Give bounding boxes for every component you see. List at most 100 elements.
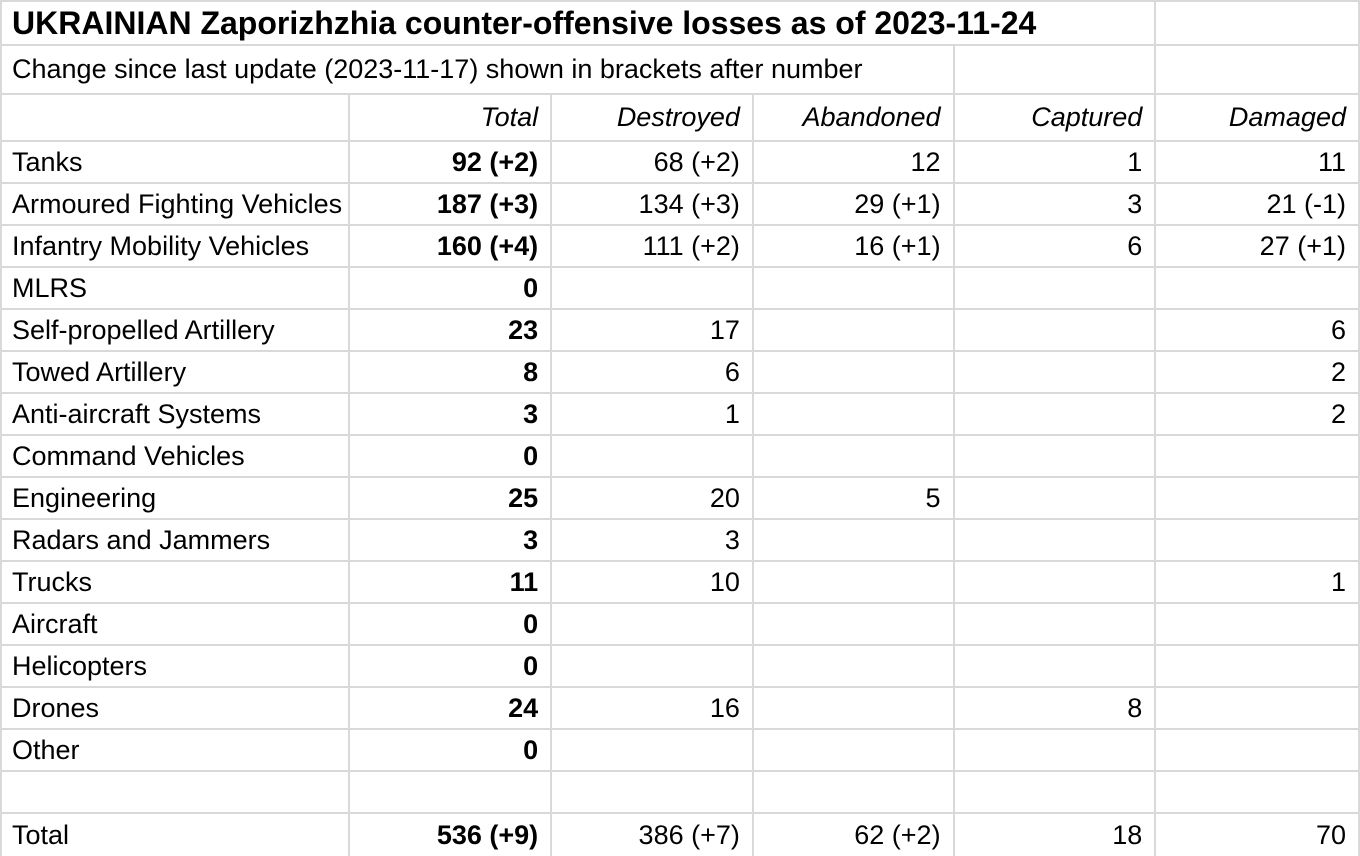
cell-total[interactable]: 3 — [350, 394, 553, 436]
cell-destroyed[interactable]: 3 — [552, 520, 754, 562]
cell-total[interactable]: 11 — [350, 562, 553, 604]
cell-captured[interactable] — [954, 352, 1157, 394]
cell-damaged[interactable] — [1156, 646, 1360, 688]
cell-destroyed[interactable]: 20 — [552, 478, 754, 520]
cell-damaged[interactable]: 11 — [1156, 142, 1360, 184]
cell-damaged[interactable]: 70 — [1156, 814, 1360, 856]
cell-damaged[interactable] — [1156, 604, 1360, 646]
cell-total[interactable]: 0 — [350, 604, 553, 646]
cell-category[interactable]: Other — [2, 730, 351, 772]
cell-abandoned[interactable] — [753, 394, 955, 436]
cell-destroyed[interactable]: 111 (+2) — [552, 226, 754, 268]
column-header-total[interactable]: Total — [350, 95, 553, 142]
cell-total[interactable]: 25 — [350, 478, 553, 520]
cell-category[interactable]: Command Vehicles — [2, 436, 351, 478]
cell-category[interactable]: Self-propelled Artillery — [2, 310, 351, 352]
cell-damaged[interactable] — [1156, 436, 1360, 478]
cell-category[interactable]: Infantry Mobility Vehicles — [2, 226, 351, 268]
cell-abandoned[interactable] — [753, 562, 955, 604]
cell-captured[interactable] — [954, 604, 1157, 646]
cell-abandoned[interactable] — [753, 310, 955, 352]
cell-abandoned[interactable] — [753, 772, 955, 814]
change-note[interactable]: Change since last update (2023-11-17) sh… — [2, 46, 955, 95]
cell-captured[interactable] — [954, 520, 1157, 562]
cell-total[interactable]: 24 — [350, 688, 553, 730]
column-header-blank[interactable] — [2, 95, 351, 142]
cell-category[interactable]: Armoured Fighting Vehicles — [2, 184, 351, 226]
cell-captured[interactable]: 8 — [954, 688, 1157, 730]
cell-captured[interactable] — [954, 478, 1157, 520]
cell-category[interactable]: Trucks — [2, 562, 351, 604]
cell-destroyed[interactable]: 68 (+2) — [552, 142, 754, 184]
cell-total[interactable]: 0 — [350, 436, 553, 478]
cell-captured[interactable]: 3 — [954, 184, 1157, 226]
cell-destroyed[interactable]: 10 — [552, 562, 754, 604]
cell-destroyed[interactable]: 17 — [552, 310, 754, 352]
cell-total[interactable]: 92 (+2) — [350, 142, 553, 184]
cell-destroyed[interactable]: 6 — [552, 352, 754, 394]
cell-category[interactable]: Drones — [2, 688, 351, 730]
cell-category[interactable]: Tanks — [2, 142, 351, 184]
cell-damaged[interactable] — [1156, 520, 1360, 562]
cell-damaged[interactable]: 2 — [1156, 352, 1360, 394]
cell-abandoned[interactable]: 12 — [753, 142, 955, 184]
cell-damaged[interactable]: 1 — [1156, 562, 1360, 604]
empty-cell[interactable] — [1156, 46, 1360, 95]
cell-captured[interactable] — [954, 562, 1157, 604]
cell-destroyed[interactable] — [552, 772, 754, 814]
cell-category[interactable]: Total — [2, 814, 351, 856]
cell-damaged[interactable] — [1156, 772, 1360, 814]
cell-category[interactable]: MLRS — [2, 268, 351, 310]
cell-abandoned[interactable]: 16 (+1) — [753, 226, 955, 268]
cell-abandoned[interactable] — [753, 268, 955, 310]
cell-total[interactable]: 536 (+9) — [350, 814, 553, 856]
cell-destroyed[interactable] — [552, 730, 754, 772]
cell-captured[interactable] — [954, 730, 1157, 772]
cell-abandoned[interactable]: 62 (+2) — [753, 814, 955, 856]
cell-abandoned[interactable] — [753, 352, 955, 394]
cell-damaged[interactable] — [1156, 478, 1360, 520]
page-title[interactable]: UKRAINIAN Zaporizhzhia counter-offensive… — [2, 2, 1157, 46]
cell-abandoned[interactable] — [753, 688, 955, 730]
cell-damaged[interactable]: 6 — [1156, 310, 1360, 352]
cell-captured[interactable] — [954, 310, 1157, 352]
cell-destroyed[interactable]: 16 — [552, 688, 754, 730]
cell-category[interactable]: Radars and Jammers — [2, 520, 351, 562]
cell-destroyed[interactable]: 1 — [552, 394, 754, 436]
cell-captured[interactable] — [954, 268, 1157, 310]
cell-abandoned[interactable]: 5 — [753, 478, 955, 520]
cell-abandoned[interactable] — [753, 520, 955, 562]
cell-damaged[interactable]: 21 (-1) — [1156, 184, 1360, 226]
cell-destroyed[interactable] — [552, 604, 754, 646]
cell-damaged[interactable] — [1156, 268, 1360, 310]
cell-total[interactable]: 160 (+4) — [350, 226, 553, 268]
cell-total[interactable]: 8 — [350, 352, 553, 394]
cell-captured[interactable]: 1 — [954, 142, 1157, 184]
cell-damaged[interactable] — [1156, 688, 1360, 730]
cell-total[interactable]: 187 (+3) — [350, 184, 553, 226]
cell-captured[interactable] — [954, 646, 1157, 688]
cell-total[interactable]: 0 — [350, 730, 553, 772]
cell-damaged[interactable]: 2 — [1156, 394, 1360, 436]
cell-captured[interactable] — [954, 394, 1157, 436]
cell-category[interactable]: Towed Artillery — [2, 352, 351, 394]
cell-abandoned[interactable] — [753, 604, 955, 646]
cell-captured[interactable] — [954, 772, 1157, 814]
cell-captured[interactable]: 18 — [954, 814, 1157, 856]
cell-destroyed[interactable]: 134 (+3) — [552, 184, 754, 226]
cell-total[interactable]: 3 — [350, 520, 553, 562]
cell-destroyed[interactable]: 386 (+7) — [552, 814, 754, 856]
cell-category[interactable] — [2, 772, 351, 814]
cell-category[interactable]: Engineering — [2, 478, 351, 520]
empty-cell[interactable] — [1156, 2, 1360, 46]
cell-damaged[interactable]: 27 (+1) — [1156, 226, 1360, 268]
cell-captured[interactable] — [954, 436, 1157, 478]
cell-damaged[interactable] — [1156, 730, 1360, 772]
cell-category[interactable]: Aircraft — [2, 604, 351, 646]
cell-total[interactable]: 0 — [350, 268, 553, 310]
cell-total[interactable]: 0 — [350, 646, 553, 688]
cell-destroyed[interactable] — [552, 436, 754, 478]
cell-abandoned[interactable] — [753, 646, 955, 688]
cell-abandoned[interactable] — [753, 436, 955, 478]
cell-abandoned[interactable]: 29 (+1) — [753, 184, 955, 226]
